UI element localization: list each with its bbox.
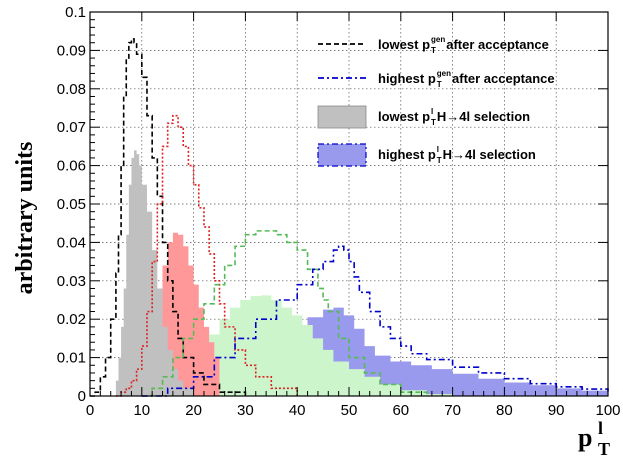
y-tick-label: 0.03 (57, 273, 86, 290)
y-tick-label: 0.05 (57, 196, 86, 213)
histogram-fill-green_fill (167, 295, 453, 396)
x-tick-label: 20 (185, 402, 202, 419)
legend-label-tail: after acceptance (452, 71, 555, 86)
x-tick-label: 10 (133, 402, 150, 419)
legend-label-tail: H→4l selection (443, 147, 536, 162)
x-tick-label: 0 (86, 402, 94, 419)
legend-label-sup: gen (437, 69, 451, 78)
x-tick-label: 100 (595, 402, 620, 419)
gridlines (90, 12, 608, 396)
histogram-fill-sel_lowest (110, 150, 194, 396)
y-tick-label: 0.01 (57, 350, 86, 367)
x-tick-label: 60 (392, 402, 409, 419)
y-tick-label: 0 (78, 388, 86, 405)
legend-label-sub: T (431, 46, 436, 55)
y-tick-label: 0.07 (57, 119, 86, 136)
legend-label: lowest p (378, 37, 430, 52)
y-axis-label: arbitrary units (12, 142, 38, 295)
y-tick-label: 0.06 (57, 158, 86, 175)
tick-labels: 0 10 20 30 40 50 60 70 80 90 100 0 0.01 0.02 0.03 0.04 0… (57, 4, 621, 419)
legend-label-sup: l (437, 145, 439, 154)
legend-label-sub: T (431, 118, 436, 127)
legend-label-sup: gen (431, 35, 445, 44)
legend-swatch (317, 105, 367, 129)
legend-label-sub: T (437, 80, 442, 89)
legend-label-sub: T (437, 156, 442, 165)
plot-frame (89, 11, 609, 397)
x-axis-label-main: p (578, 423, 592, 452)
legend-label-tail: after acceptance (446, 37, 549, 52)
line-histograms (90, 38, 609, 397)
x-tick-label: 40 (289, 402, 306, 419)
y-tick-label: 0.1 (65, 4, 86, 21)
x-tick-label: 80 (496, 402, 513, 419)
x-tick-label: 90 (548, 402, 565, 419)
histogram-line-green_line (141, 230, 428, 397)
legend-label-sup: l (431, 107, 433, 116)
x-tick-label: 50 (341, 402, 358, 419)
x-axis-label-sub: T (598, 439, 610, 459)
legend-label: highest p (378, 71, 436, 86)
legend-label-tail: H→4l selection (437, 109, 530, 124)
legend-label: highest p (378, 147, 436, 162)
legend-label: lowest p (378, 109, 430, 124)
x-tick-label: 30 (237, 402, 254, 419)
y-tick-label: 0.08 (57, 81, 86, 98)
y-tick-label: 0.09 (57, 42, 86, 59)
histogram-line-gen_highest (141, 245, 609, 397)
y-tick-label: 0.02 (57, 311, 86, 328)
axes (89, 11, 609, 397)
y-tick-label: 0.04 (57, 234, 86, 251)
x-tick-label: 70 (444, 402, 461, 419)
legend-swatch (317, 143, 367, 167)
x-axis-label-sup: l (598, 418, 603, 438)
x-axis-label: p T l (578, 418, 610, 459)
